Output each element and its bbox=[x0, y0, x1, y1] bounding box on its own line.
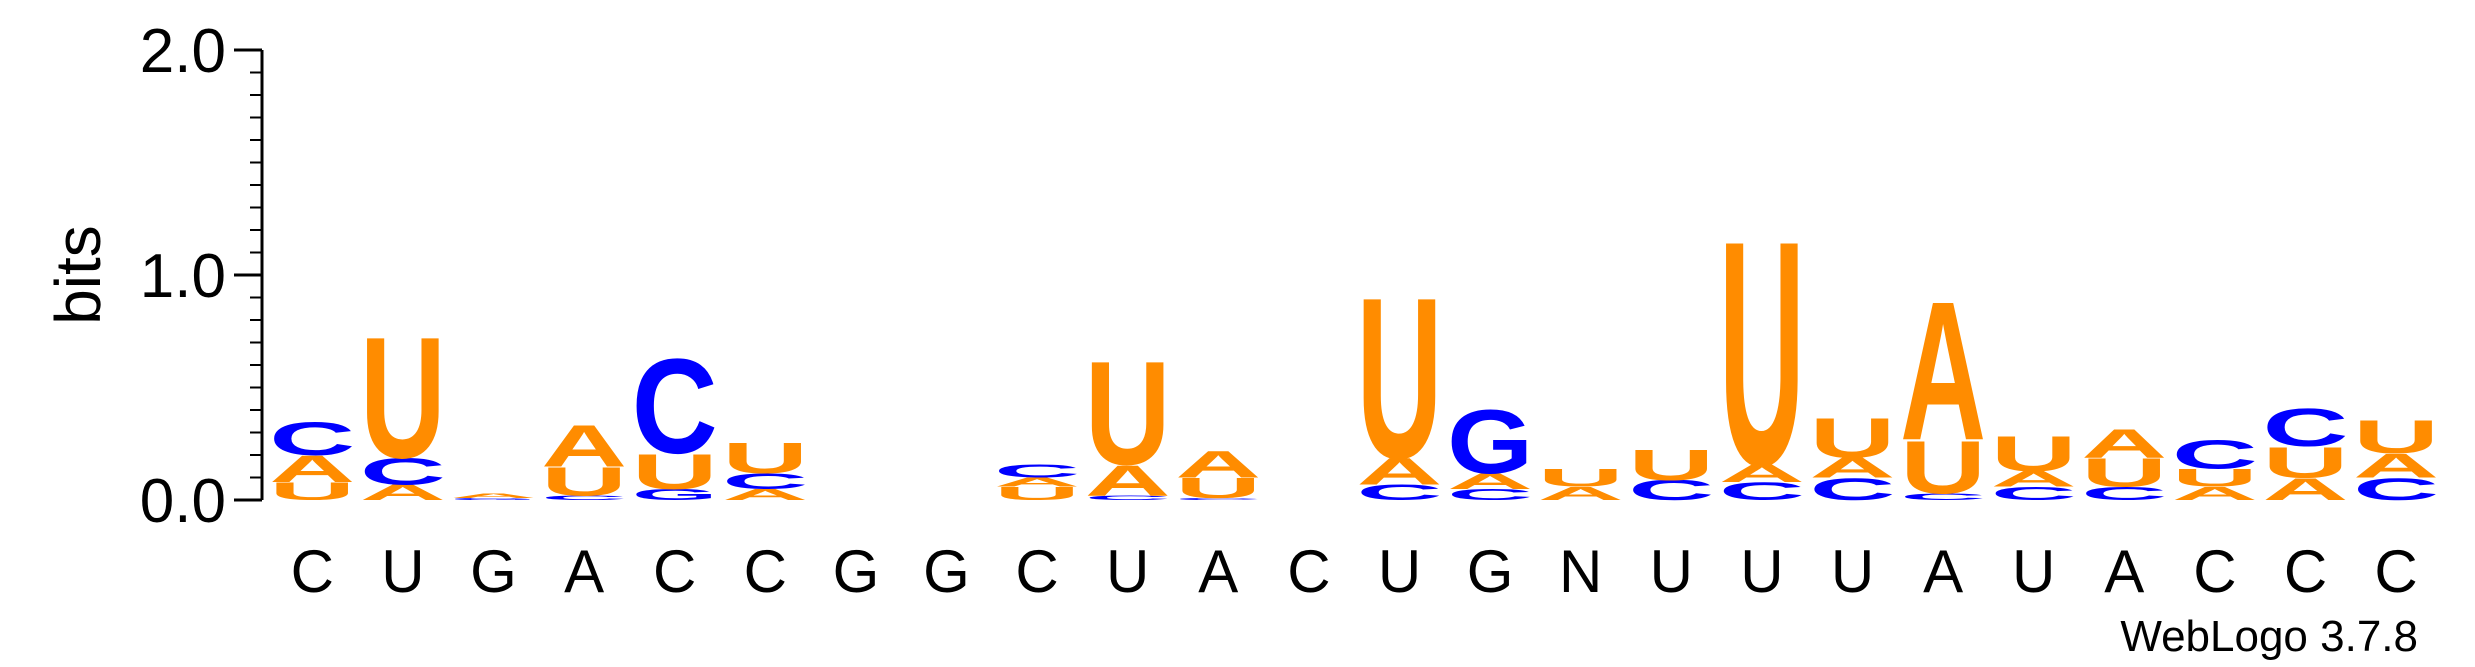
logo-letter-U: U bbox=[269, 478, 355, 506]
logo-letter-A: A bbox=[1357, 450, 1443, 492]
logo-letter-A: A bbox=[1085, 456, 1171, 505]
logo-letter-A: A bbox=[1538, 483, 1624, 504]
x-tick-label: G bbox=[1467, 538, 1514, 605]
x-tick-label: G bbox=[923, 538, 970, 605]
logo-letter-C: C bbox=[2172, 431, 2258, 477]
logo-letter-A: A bbox=[269, 448, 355, 490]
logo-letter-C: C bbox=[360, 450, 446, 492]
x-tick-label: C bbox=[744, 538, 787, 605]
logo-letter-G: G bbox=[451, 497, 537, 501]
logo-letter-A: A bbox=[994, 475, 1080, 489]
logo-letter-C: C bbox=[541, 494, 627, 501]
y-tick-label: 2.0 bbox=[140, 17, 226, 86]
logo-letter-C: C bbox=[2081, 483, 2167, 504]
logo-letter-A: A bbox=[722, 486, 808, 504]
logo-letter-U: U bbox=[1719, 175, 1805, 533]
y-tick-label: 1.0 bbox=[140, 242, 226, 311]
logo-letter-C: C bbox=[632, 331, 718, 482]
logo-letter-C: C bbox=[994, 461, 1080, 482]
logo-letter-U: U bbox=[1175, 473, 1261, 504]
logo-letter-A: A bbox=[541, 412, 627, 479]
x-tick-label: C bbox=[653, 538, 696, 605]
x-tick-label: U bbox=[1740, 538, 1783, 605]
x-tick-label: U bbox=[2012, 538, 2055, 605]
x-tick-label: A bbox=[1923, 538, 1963, 605]
logo-letter-C: C bbox=[1810, 472, 1896, 507]
logo-letter-U: U bbox=[1085, 332, 1171, 496]
x-tick-label: U bbox=[1831, 538, 1874, 605]
logo-letter-C: C bbox=[269, 413, 355, 466]
logo-letter-U: U bbox=[994, 483, 1080, 504]
x-tick-label: N bbox=[1559, 538, 1602, 605]
x-tick-label: C bbox=[2284, 538, 2327, 605]
x-tick-label: C bbox=[2193, 538, 2236, 605]
logo-letter-C: C bbox=[1085, 494, 1171, 501]
y-axis-label: bits bbox=[42, 225, 114, 325]
x-tick-label: A bbox=[2104, 538, 2144, 605]
x-tick-label: A bbox=[564, 538, 604, 605]
logo-letter-U: U bbox=[1357, 250, 1443, 506]
logo-letter-U: U bbox=[1810, 406, 1896, 469]
logo-letter-U: U bbox=[2081, 449, 2167, 495]
logo-letter-C: C bbox=[1175, 497, 1261, 501]
x-tick-label: U bbox=[381, 538, 424, 605]
logo-letter-U: U bbox=[2263, 438, 2349, 487]
x-tick-label: U bbox=[1378, 538, 1421, 605]
logo-letter-A: A bbox=[360, 480, 446, 505]
logo-letter-C: C bbox=[2353, 472, 2439, 507]
logo-letter-U: U bbox=[722, 434, 808, 483]
logo-letter-A: A bbox=[1810, 452, 1896, 483]
logo-letter-C: C bbox=[1719, 478, 1805, 506]
logo-letter-A: A bbox=[1900, 260, 1986, 482]
x-tick-label: G bbox=[833, 538, 880, 605]
x-tick-label: U bbox=[1106, 538, 1149, 605]
x-tick-label: U bbox=[1650, 538, 1693, 605]
x-tick-label: C bbox=[1015, 538, 1058, 605]
logo-letter-G: G bbox=[632, 486, 718, 504]
x-tick-label: C bbox=[2374, 538, 2417, 605]
logo-letter-C: C bbox=[1628, 475, 1714, 506]
logo-letter-C: C bbox=[1991, 483, 2077, 504]
logo-letter-U: U bbox=[1900, 426, 1986, 510]
logo-letter-U: U bbox=[2172, 464, 2258, 492]
logo-letter-U: U bbox=[360, 302, 446, 494]
logo-letter-U: U bbox=[2353, 411, 2439, 464]
logo-letter-A: A bbox=[2353, 446, 2439, 485]
x-tick-label: G bbox=[470, 538, 517, 605]
logo-letter-U: U bbox=[1991, 426, 2077, 482]
logo-letter-A: A bbox=[1719, 460, 1805, 488]
x-tick-label: C bbox=[1287, 538, 1330, 605]
logo-letter-C: C bbox=[1357, 480, 1443, 505]
logo-letter-C: C bbox=[1447, 486, 1533, 504]
logo-letter-U: U bbox=[1538, 464, 1624, 492]
logo-letter-C: C bbox=[1900, 492, 1986, 502]
logo-letter-C: C bbox=[2263, 397, 2349, 457]
logo-letter-G: G bbox=[1447, 391, 1533, 493]
logo-letter-A: A bbox=[451, 492, 537, 499]
logo-letter-U: U bbox=[632, 444, 718, 500]
logo-letter-A: A bbox=[2263, 472, 2349, 507]
logo-letter-A: A bbox=[1991, 467, 2077, 492]
logo-letter-A: A bbox=[1175, 443, 1261, 485]
x-tick-label: C bbox=[291, 538, 334, 605]
logo-letter-U: U bbox=[1628, 441, 1714, 490]
credit-label: WebLogo 3.7.8 bbox=[2120, 612, 2418, 661]
logo-letter-A: A bbox=[2081, 420, 2167, 466]
logo-letter-C: C bbox=[722, 469, 808, 494]
logo-letter-A: A bbox=[2172, 483, 2258, 504]
y-ticks: 0.0 1.0 2.0 bbox=[140, 17, 262, 536]
x-tick-label: A bbox=[1198, 538, 1238, 605]
logo-letter-U: U bbox=[541, 458, 627, 504]
logo-letter-A: A bbox=[1447, 469, 1533, 494]
y-tick-label: 0.0 bbox=[140, 467, 226, 536]
